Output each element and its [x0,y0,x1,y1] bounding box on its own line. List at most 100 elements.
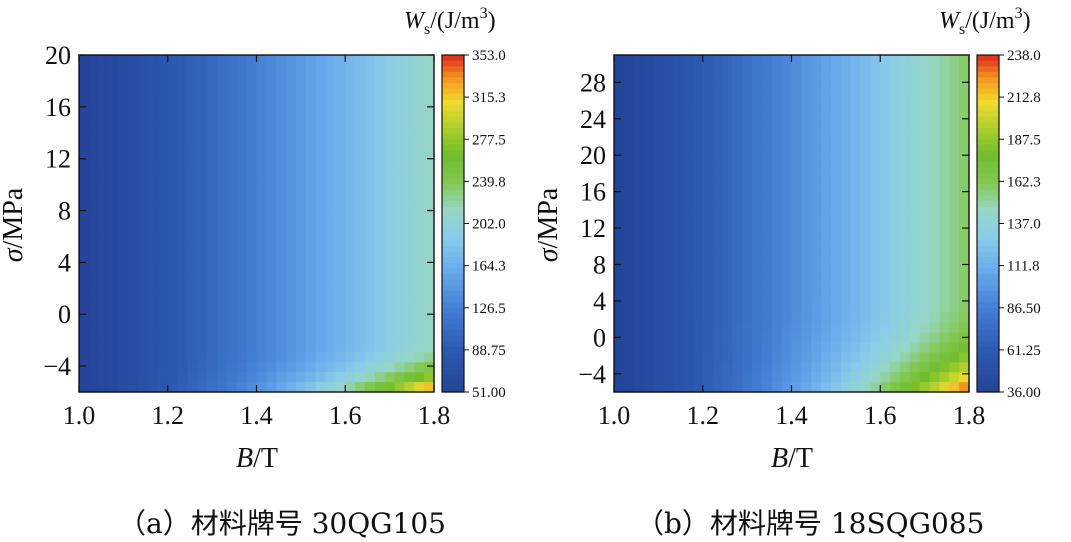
heatmap-cell [791,322,802,334]
heatmap-cell [108,164,120,175]
heatmap-cell [653,134,664,145]
heatmap-cell [286,253,297,264]
heatmap-cell [414,104,425,116]
heatmap-cell [394,154,406,165]
heatmap-cell [752,213,763,225]
heatmap-cell [157,124,169,135]
heatmap-cell [692,164,704,175]
heatmap-cell [870,114,881,125]
heatmap-cell [623,253,635,264]
heatmap-cell [653,342,664,353]
heatmap-cell [781,332,793,344]
heatmap-cell [266,312,277,324]
heatmap-cell [236,243,248,254]
heatmap-cell [761,362,773,373]
heatmap-cell [811,134,822,145]
heatmap-cell [266,322,277,334]
heatmap-cell [761,173,773,185]
heatmap-cell [683,183,694,195]
heatmap-cell [148,362,159,373]
colorbar-band [442,363,464,371]
heatmap-cell [266,292,277,304]
heatmap-cell [335,104,346,116]
heatmap-cell [840,382,852,393]
heatmap-cell [880,243,891,254]
heatmap-cell [217,372,228,383]
heatmap-cell [187,134,198,145]
heatmap-cell [722,193,733,205]
heatmap-cell [653,164,664,175]
heatmap-cell [899,223,911,235]
heatmap-cell [840,223,852,235]
heatmap-cell [384,94,396,106]
heatmap-cell [335,253,346,264]
heatmap-cell [364,292,376,304]
heatmap-cell [325,362,336,373]
heatmap-cell [256,332,267,344]
heatmap-cell [840,342,852,353]
heatmap-cell [653,173,664,185]
heatmap-cell [633,64,645,76]
heatmap-cell [207,352,218,363]
heatmap-cell [722,144,733,155]
heatmap-cell [830,84,842,96]
heatmap-cell [959,203,970,215]
heatmap-cell [325,213,336,225]
heatmap-cell [315,173,327,185]
heatmap-cell [384,144,396,155]
heatmap-cell [355,104,366,116]
x-tick-label: 1.6 [864,401,897,430]
heatmap-cell [633,74,645,86]
heatmap-cell [315,342,327,353]
heatmap-cell [128,55,139,66]
heatmap-cell [98,322,110,334]
heatmap-cell [394,164,406,175]
heatmap-cell [683,273,694,284]
heatmap-cell [384,154,396,165]
heatmap-cell [374,243,386,254]
heatmap-cell [712,134,724,145]
heatmap-cell [860,193,871,205]
heatmap-cell [959,74,970,86]
heatmap-cell [663,94,674,106]
heatmap-cell [860,233,871,244]
colorbar-band [442,251,464,258]
heatmap-cell [919,173,931,185]
heatmap-cell [939,154,950,165]
colorbar-band [977,262,999,270]
heatmap-cell [722,104,733,116]
heatmap-cell [850,84,862,96]
heatmap-cell [939,372,950,383]
heatmap-cell [890,342,901,353]
heatmap-cell [633,213,645,225]
heatmap-cell [187,253,198,264]
heatmap-cell [79,382,90,393]
colorbar-band [442,156,464,163]
heatmap-cell [899,134,911,145]
heatmap-cell [217,114,228,125]
heatmap-cell [880,233,891,244]
heatmap-cell [325,332,336,344]
heatmap-cell [286,362,297,373]
heatmap-cell [295,292,307,304]
heatmap-cell [643,114,655,125]
colorbar-band [442,88,464,95]
heatmap-cell [702,382,714,393]
heatmap-cell [732,352,743,363]
colorbar-band [442,313,464,320]
heatmap-cell [623,124,635,135]
heatmap-cell [177,243,189,254]
heatmap-cell [781,114,793,125]
heatmap-cell [79,282,90,294]
heatmap-cell [414,292,425,304]
heatmap-cell [167,154,179,165]
heatmap-cell [623,282,635,294]
heatmap-cell [959,322,970,334]
heatmap-cell [791,243,802,254]
heatmap-cell [148,94,159,106]
heatmap-cell [157,94,169,106]
heatmap-cell [712,282,724,294]
heatmap-cell [732,193,743,205]
colorbar-band [442,77,464,84]
heatmap-cell [830,74,842,86]
